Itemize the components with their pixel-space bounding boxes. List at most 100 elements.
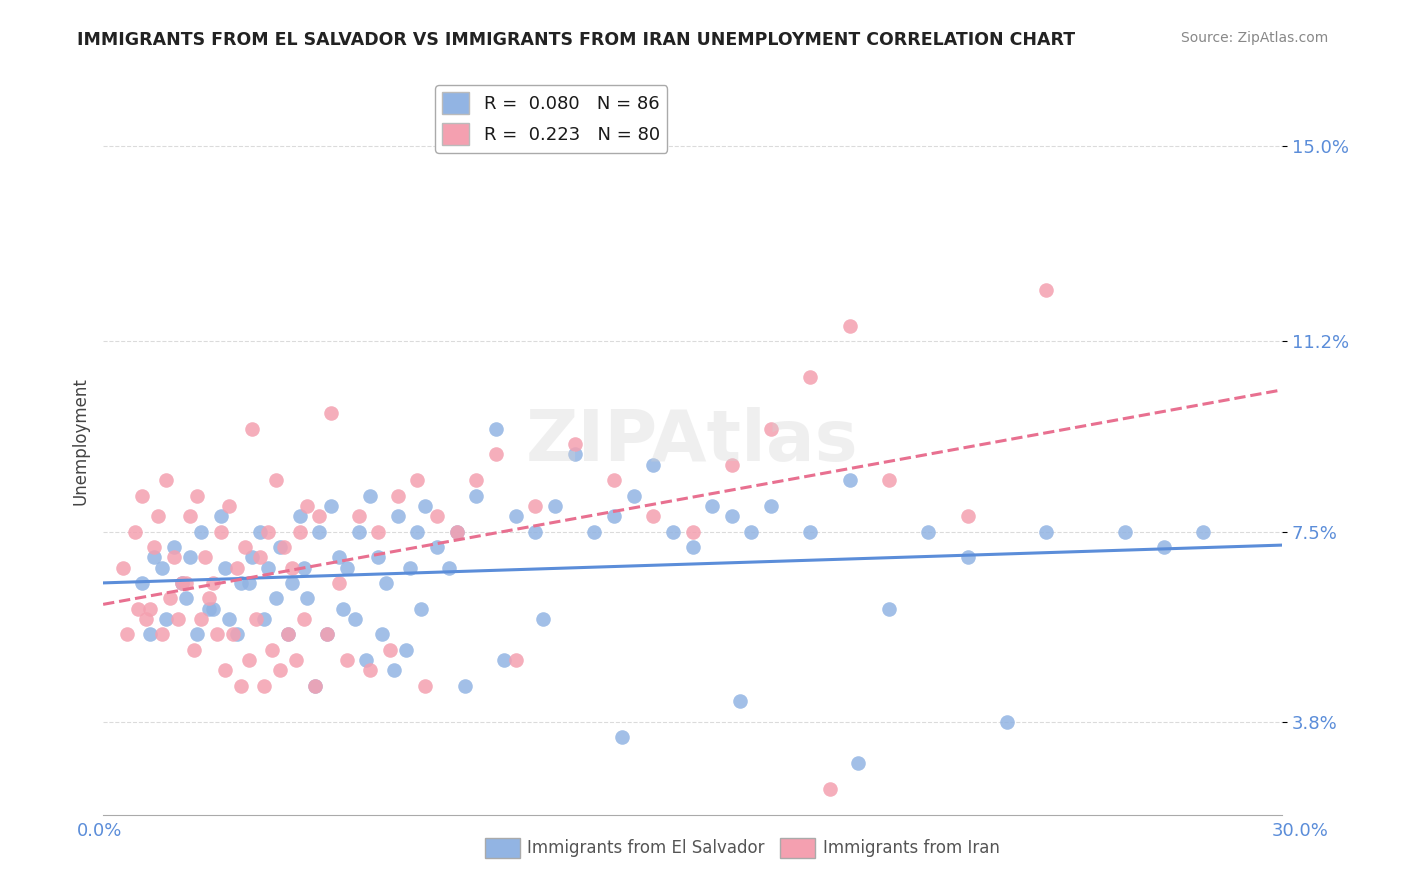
Point bbox=[292, 612, 315, 626]
Point bbox=[257, 524, 280, 539]
Point bbox=[583, 524, 606, 539]
Point bbox=[186, 489, 208, 503]
Point bbox=[662, 524, 685, 539]
Point bbox=[956, 509, 979, 524]
Point bbox=[446, 524, 468, 539]
Text: Immigrants from Iran: Immigrants from Iran bbox=[823, 839, 1000, 857]
Point bbox=[297, 499, 319, 513]
Point bbox=[202, 601, 225, 615]
Point bbox=[316, 627, 339, 641]
Point bbox=[721, 458, 744, 472]
Point bbox=[799, 370, 821, 384]
Point bbox=[623, 489, 645, 503]
Point bbox=[1153, 540, 1175, 554]
Point bbox=[288, 524, 311, 539]
Point bbox=[128, 601, 150, 615]
Point bbox=[170, 576, 193, 591]
Point bbox=[995, 714, 1018, 729]
Text: Source: ZipAtlas.com: Source: ZipAtlas.com bbox=[1181, 31, 1329, 45]
Point bbox=[411, 601, 433, 615]
Point bbox=[728, 694, 751, 708]
Point bbox=[485, 422, 508, 436]
Point bbox=[143, 540, 166, 554]
Point bbox=[838, 473, 860, 487]
Point bbox=[245, 612, 267, 626]
Point bbox=[610, 731, 633, 745]
Point bbox=[288, 509, 311, 524]
Point bbox=[740, 524, 762, 539]
Point bbox=[426, 509, 449, 524]
Point bbox=[682, 540, 704, 554]
Point bbox=[131, 576, 153, 591]
Point bbox=[799, 524, 821, 539]
Point bbox=[218, 499, 240, 513]
Point bbox=[304, 679, 326, 693]
Point bbox=[205, 627, 228, 641]
Point bbox=[249, 524, 271, 539]
Text: Immigrants from El Salvador: Immigrants from El Salvador bbox=[527, 839, 765, 857]
Point bbox=[150, 560, 173, 574]
Point bbox=[382, 664, 405, 678]
Point bbox=[225, 560, 247, 574]
Point bbox=[284, 653, 307, 667]
Point bbox=[277, 627, 299, 641]
Point bbox=[1035, 524, 1057, 539]
Point bbox=[163, 540, 186, 554]
Point bbox=[336, 653, 359, 667]
Point bbox=[531, 612, 554, 626]
Point bbox=[238, 576, 260, 591]
Point bbox=[359, 489, 381, 503]
Point bbox=[544, 499, 567, 513]
Point bbox=[328, 576, 350, 591]
Point bbox=[643, 458, 665, 472]
Point bbox=[465, 473, 488, 487]
Point bbox=[124, 524, 146, 539]
Point bbox=[1114, 524, 1136, 539]
Point bbox=[1192, 524, 1215, 539]
Point bbox=[304, 679, 326, 693]
Point bbox=[242, 550, 264, 565]
Point bbox=[308, 524, 330, 539]
Point bbox=[485, 447, 508, 461]
Point bbox=[174, 591, 197, 606]
Point bbox=[280, 560, 302, 574]
Point bbox=[257, 560, 280, 574]
Point bbox=[465, 489, 488, 503]
Point bbox=[492, 653, 515, 667]
Point bbox=[347, 509, 370, 524]
Point bbox=[202, 576, 225, 591]
Point bbox=[359, 664, 381, 678]
Point bbox=[343, 612, 366, 626]
Point bbox=[183, 643, 205, 657]
Point bbox=[194, 550, 217, 565]
Point bbox=[150, 627, 173, 641]
Point bbox=[367, 524, 389, 539]
Point bbox=[721, 509, 744, 524]
Point bbox=[214, 664, 236, 678]
Point bbox=[564, 437, 586, 451]
Point bbox=[264, 591, 287, 606]
Point bbox=[159, 591, 181, 606]
Point bbox=[336, 560, 359, 574]
Point bbox=[319, 499, 342, 513]
Point bbox=[375, 576, 398, 591]
Point bbox=[378, 643, 401, 657]
Point bbox=[155, 612, 177, 626]
Point bbox=[209, 524, 232, 539]
Point bbox=[505, 509, 527, 524]
Point bbox=[1035, 283, 1057, 297]
Point bbox=[524, 524, 547, 539]
Point bbox=[262, 643, 284, 657]
Point bbox=[395, 643, 418, 657]
Point bbox=[174, 576, 197, 591]
Point bbox=[877, 601, 900, 615]
Point bbox=[415, 499, 437, 513]
Point bbox=[238, 653, 260, 667]
Point bbox=[253, 679, 276, 693]
Point bbox=[446, 524, 468, 539]
Point bbox=[170, 576, 193, 591]
Point bbox=[225, 627, 247, 641]
Point bbox=[603, 509, 626, 524]
Point bbox=[956, 550, 979, 565]
Point bbox=[316, 627, 339, 641]
